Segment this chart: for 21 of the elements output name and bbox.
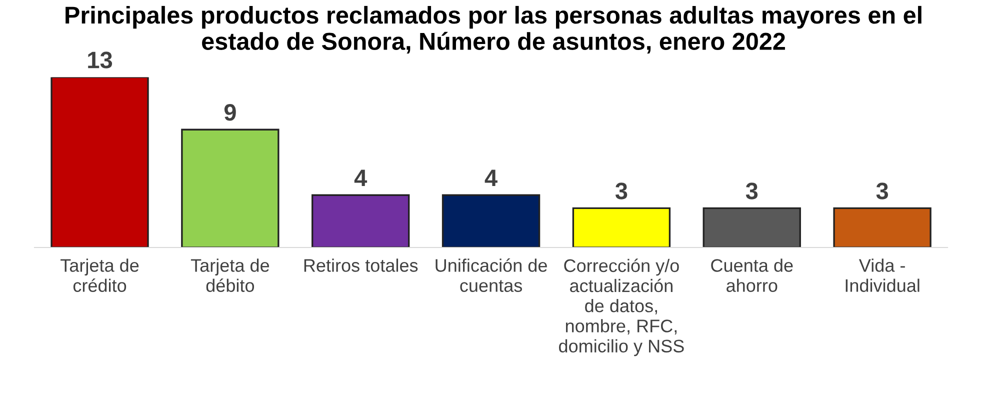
bar	[442, 194, 540, 248]
data-label: 4	[354, 170, 368, 186]
x-tick-label: Tarjeta de crédito	[60, 258, 139, 292]
data-label: 3	[876, 182, 888, 200]
x-tick-label: Retiros totales	[304, 258, 418, 272]
bar	[833, 207, 932, 248]
bar	[702, 207, 801, 248]
data-label: 4	[484, 170, 498, 186]
bar	[572, 207, 671, 248]
x-tick-label: Cuenta de ahorro	[711, 258, 793, 292]
data-label: 3	[615, 182, 628, 200]
x-tick-label: Corrección y/o actualización de datos, nombre, RFC, domicilio y NSS	[559, 258, 684, 356]
data-label: 9	[224, 104, 236, 121]
data-label: 3	[746, 182, 758, 200]
x-tick-label: Tarjeta de débito	[190, 258, 270, 292]
bar	[181, 128, 280, 248]
x-tick-label: Unificación de cuentas	[436, 258, 547, 292]
data-label: 13	[88, 52, 112, 68]
bar	[312, 194, 410, 248]
bar	[50, 77, 149, 248]
x-tick-label: Vida - Individual	[846, 258, 920, 292]
